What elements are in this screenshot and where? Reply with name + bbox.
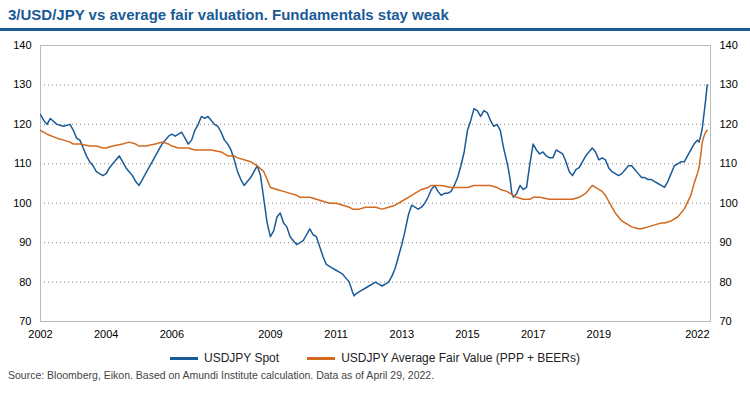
svg-text:70: 70 — [720, 315, 732, 327]
svg-text:130: 130 — [13, 78, 31, 90]
svg-text:2017: 2017 — [521, 328, 545, 340]
svg-text:70: 70 — [19, 315, 31, 327]
html-text:USDJPY Average Fair Value (PPP: USDJPY Average Fair Value (PPP + BEERs) — [341, 351, 580, 365]
svg-text:80: 80 — [19, 276, 31, 288]
svg-text:100: 100 — [13, 197, 31, 209]
svg-text:2006: 2006 — [160, 328, 184, 340]
svg-text:2022: 2022 — [685, 328, 709, 340]
svg-text:90: 90 — [720, 236, 732, 248]
html-text:Source: Bloomberg, Eikon. Base: Source: Bloomberg, Eikon. Based on Amund… — [8, 369, 435, 381]
svg-text:2004: 2004 — [94, 328, 118, 340]
svg-text:140: 140 — [13, 39, 31, 51]
svg-text:2015: 2015 — [455, 328, 479, 340]
svg-text:140: 140 — [720, 39, 738, 51]
svg-text:120: 120 — [720, 118, 738, 130]
svg-text:2013: 2013 — [390, 328, 414, 340]
svg-text:100: 100 — [720, 197, 738, 209]
svg-text:2002: 2002 — [28, 328, 52, 340]
svg-text:90: 90 — [19, 236, 31, 248]
svg-text:80: 80 — [720, 276, 732, 288]
svg-text:110: 110 — [720, 157, 738, 169]
svg-text:110: 110 — [14, 157, 32, 169]
svg-text:120: 120 — [13, 118, 31, 130]
svg-text:2019: 2019 — [587, 328, 611, 340]
svg-text:130: 130 — [720, 78, 738, 90]
svg-text:2011: 2011 — [324, 328, 348, 340]
html-text:3/USD/JPY vs average fair valu: 3/USD/JPY vs average fair valuation. Fun… — [8, 6, 449, 23]
svg-text:2009: 2009 — [258, 328, 282, 340]
html-text:USDJPY Spot: USDJPY Spot — [204, 351, 280, 365]
